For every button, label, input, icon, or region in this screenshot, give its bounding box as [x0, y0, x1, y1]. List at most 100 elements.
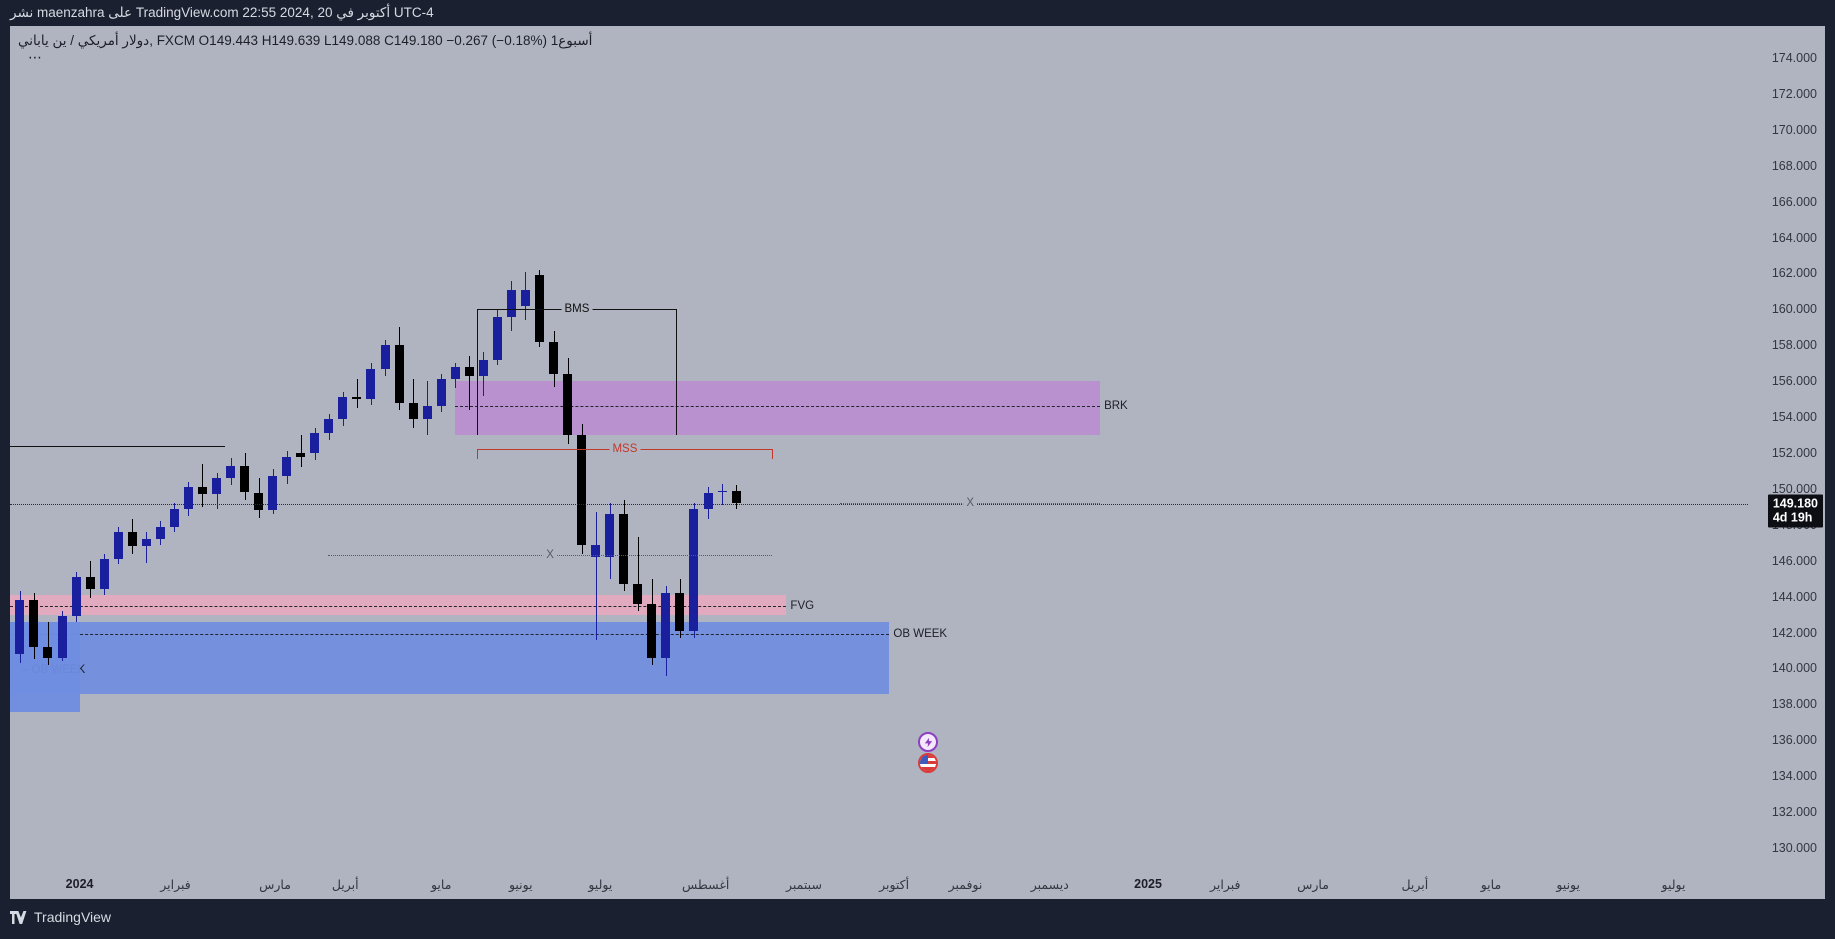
time-scale-label: أبريل: [331, 878, 359, 892]
candle-body[interactable]: [254, 492, 264, 511]
candle-body[interactable]: [633, 584, 643, 604]
candle-body[interactable]: [29, 600, 39, 647]
candle-body[interactable]: [282, 456, 292, 477]
price-scale[interactable]: 174.000 172.000 170.000 168.000 166.000 164.0…: [1748, 26, 1825, 871]
time-scale-label: مارس: [1297, 878, 1329, 892]
tradingview-logo-icon: [10, 910, 27, 924]
candle-body[interactable]: [534, 275, 544, 342]
candle-body[interactable]: [422, 406, 432, 419]
price-scale-label: 140.000: [1771, 661, 1817, 676]
candle-body[interactable]: [464, 366, 474, 376]
candle-body[interactable]: [366, 368, 376, 400]
candle-body[interactable]: [689, 508, 699, 631]
time-scale-label: أكتوبر: [879, 878, 910, 892]
candle-body[interactable]: [113, 532, 123, 559]
candle-body[interactable]: [647, 603, 657, 658]
candle-body[interactable]: [394, 345, 404, 403]
current-price-value: 149.180: [1772, 496, 1818, 511]
time-scale-label: مايو: [1480, 878, 1502, 892]
candle-body[interactable]: [380, 345, 390, 369]
price-scale-label: 168.000: [1771, 158, 1817, 173]
candle-body[interactable]: [197, 487, 207, 495]
candle-body[interactable]: [99, 558, 109, 590]
structure-tick-mss-1: [772, 449, 774, 460]
time-scale-label: مارس: [259, 878, 291, 892]
candle-body[interactable]: [240, 465, 250, 493]
candle-body[interactable]: [619, 514, 629, 585]
price-scale-label: 134.000: [1771, 769, 1817, 784]
chart-legend[interactable]: دولار أمريكي / ين ياباني, FXCM O149.443 …: [18, 32, 592, 49]
price-scale-label: 146.000: [1771, 553, 1817, 568]
candle-body[interactable]: [492, 316, 502, 360]
candle-body[interactable]: [661, 593, 671, 658]
candle-body[interactable]: [127, 532, 137, 547]
time-scale-label: يوليو: [1661, 878, 1686, 892]
price-scale-label: 142.000: [1771, 625, 1817, 640]
candle-body[interactable]: [408, 402, 418, 419]
candle-body[interactable]: [57, 616, 67, 658]
time-scale[interactable]: 2024 فبراير مارس أبريل مايو يونيو يوليو أغسطس سب…: [10, 871, 1825, 899]
candle-body[interactable]: [591, 544, 601, 558]
structure-label-x-2: X: [543, 549, 557, 562]
candle-body[interactable]: [85, 576, 95, 590]
candle-body[interactable]: [155, 526, 165, 540]
economic-event-bolt[interactable]: [918, 732, 939, 752]
legend-interval[interactable]: أسبوع1: [550, 33, 593, 48]
candle-body[interactable]: [296, 453, 306, 457]
candle-body[interactable]: [169, 508, 179, 527]
candle-body[interactable]: [450, 366, 460, 380]
zone-fvg[interactable]: [10, 594, 787, 615]
candle-body[interactable]: [717, 490, 727, 493]
time-scale-label: يونيو: [508, 878, 533, 892]
candle-body[interactable]: [141, 539, 151, 547]
time-scale-label: ديسمبر: [1030, 878, 1069, 892]
candle-body[interactable]: [506, 289, 516, 317]
candle-body[interactable]: [338, 397, 348, 419]
candle-body[interactable]: [352, 397, 362, 400]
candle-wick: [356, 379, 358, 409]
legend-more-menu[interactable]: ⋯: [28, 49, 43, 65]
candle-body[interactable]: [15, 600, 25, 655]
zone-ob-week[interactable]: [10, 621, 890, 694]
support-ray-line[interactable]: [10, 445, 225, 447]
candle-wick: [146, 532, 148, 563]
candle-body[interactable]: [43, 646, 53, 658]
time-scale-label: 2024: [65, 877, 94, 891]
candle-body[interactable]: [71, 576, 81, 617]
structure-tick-mss-0: [477, 449, 479, 460]
tradingview-logo[interactable]: TradingView: [10, 909, 111, 925]
time-scale-label: أغسطس: [681, 878, 730, 892]
candle-body[interactable]: [268, 476, 278, 511]
economic-event-us[interactable]: [918, 753, 939, 773]
candle-body[interactable]: [549, 341, 559, 374]
candle-body[interactable]: [310, 433, 320, 453]
candle-body[interactable]: [226, 465, 236, 479]
price-scale-label: 152.000: [1771, 446, 1817, 460]
candle-body[interactable]: [324, 418, 334, 434]
candle-body[interactable]: [703, 492, 713, 509]
zone-brk[interactable]: [455, 381, 1101, 436]
candle-wick: [202, 463, 204, 507]
price-scale-label: 132.000: [1771, 805, 1817, 820]
candle-body[interactable]: [563, 374, 573, 436]
price-scale-label: 136.000: [1771, 733, 1817, 748]
time-scale-label: يونيو: [1556, 878, 1580, 892]
candle-body[interactable]: [183, 487, 193, 509]
candle-body[interactable]: [520, 289, 530, 306]
candle-body[interactable]: [436, 379, 446, 407]
current-price-tag[interactable]: 149.180 4d 19h: [1767, 494, 1823, 528]
candle-body[interactable]: [675, 593, 685, 631]
candle-body[interactable]: [731, 490, 741, 504]
price-scale-label: 144.000: [1771, 589, 1817, 604]
structure-label-x-3: X: [963, 497, 977, 510]
candle-body[interactable]: [478, 359, 488, 376]
structure-tick-bms-1: [676, 309, 678, 436]
price-scale-label: 172.000: [1771, 86, 1817, 101]
candle-body[interactable]: [605, 514, 615, 558]
candle-wick: [637, 537, 639, 611]
candle-body[interactable]: [212, 478, 221, 495]
candle-body[interactable]: [577, 435, 587, 545]
